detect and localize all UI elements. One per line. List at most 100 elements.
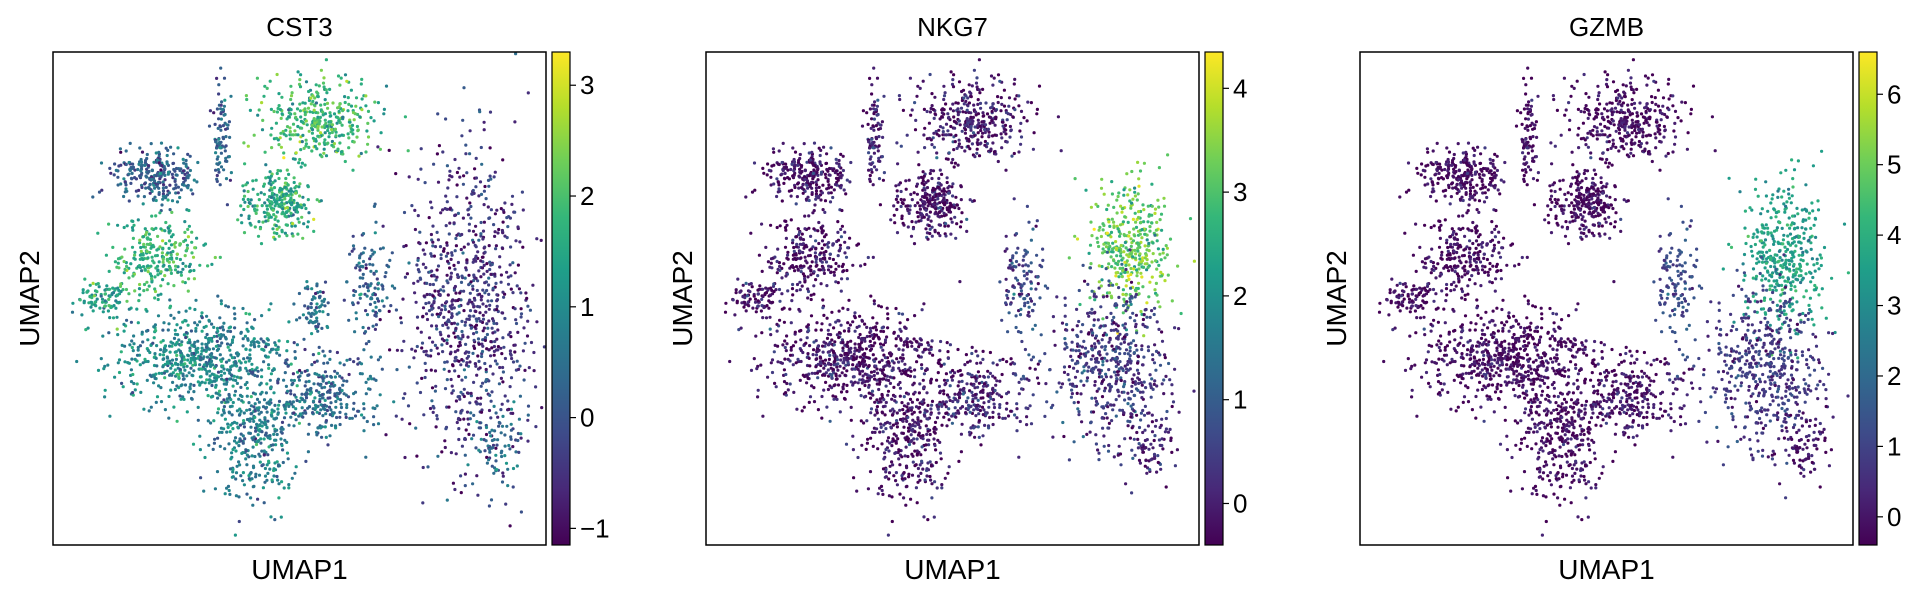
cell-point [460, 232, 464, 237]
cell-point [291, 122, 296, 126]
cell-point [819, 170, 824, 174]
cell-point [325, 101, 330, 105]
cell-point [311, 353, 315, 357]
cell-point [284, 176, 288, 181]
cell-point [971, 119, 975, 123]
cell-point [258, 227, 262, 231]
cell-point [925, 186, 930, 190]
cell-point [514, 318, 518, 322]
cell-point [433, 343, 437, 347]
cell-point [526, 418, 530, 422]
cell-point [494, 247, 498, 251]
cell-point [851, 263, 855, 267]
cell-point [307, 422, 311, 426]
cell-point [930, 143, 934, 147]
cell-point [819, 251, 823, 255]
cell-point [954, 133, 958, 137]
cell-point [285, 234, 289, 238]
cell-point [275, 193, 279, 197]
cell-point [471, 433, 476, 437]
cell-point [925, 213, 929, 217]
cell-point [184, 335, 188, 340]
cell-point [119, 282, 123, 286]
cell-point [145, 309, 149, 313]
cell-point [293, 224, 297, 228]
cell-point [500, 454, 504, 459]
cell-point [241, 422, 245, 426]
cell-point [283, 371, 287, 375]
cell-point [230, 413, 234, 417]
cell-point [865, 111, 869, 115]
cell-point [362, 407, 366, 411]
cell-point [977, 154, 982, 158]
cell-point [138, 146, 142, 150]
cell-point [977, 88, 981, 92]
cell-point [430, 399, 434, 403]
cell-point [447, 310, 451, 314]
cell-point [298, 109, 302, 113]
cell-point [348, 120, 352, 124]
cell-point [116, 175, 120, 179]
cell-point [182, 333, 186, 337]
cell-point [481, 237, 485, 241]
cell-point [253, 204, 257, 208]
cell-point [505, 424, 509, 428]
cell-point [270, 478, 274, 482]
cell-point [436, 289, 441, 293]
cell-point [136, 167, 140, 172]
cell-point [432, 254, 436, 258]
cell-point [794, 257, 798, 262]
cell-point [941, 126, 945, 130]
cell-point [296, 204, 300, 208]
cell-point [450, 312, 454, 316]
cell-point [316, 95, 320, 99]
cell-point [287, 108, 291, 112]
cell-point [322, 76, 326, 80]
cell-point [897, 94, 902, 98]
cell-point [493, 359, 498, 363]
cell-point [985, 112, 990, 116]
cell-point [287, 423, 291, 427]
cell-point [115, 327, 119, 331]
cell-point [491, 319, 496, 323]
cell-point [188, 346, 192, 350]
cell-point [150, 227, 154, 231]
cell-point [449, 305, 453, 309]
cell-point [450, 253, 454, 257]
cell-point [219, 359, 223, 363]
cell-point [814, 186, 819, 190]
cell-point [926, 237, 930, 241]
cell-point [225, 430, 229, 434]
cell-point [326, 361, 330, 365]
cell-point [233, 360, 237, 364]
cell-point [338, 361, 342, 365]
cell-point [316, 134, 320, 138]
cell-point [127, 266, 131, 270]
cell-point [440, 337, 444, 341]
cell-point [824, 161, 829, 165]
cell-point [200, 311, 204, 315]
cell-point [242, 483, 246, 487]
cell-point [228, 135, 232, 139]
cell-point [964, 94, 968, 98]
cell-point [203, 455, 207, 460]
cell-point [255, 397, 260, 401]
cell-point [821, 183, 825, 187]
cell-point [771, 284, 776, 288]
cell-point [534, 425, 538, 429]
cell-point [167, 394, 171, 399]
cell-point [483, 281, 487, 285]
cell-point [268, 378, 272, 382]
cell-point [485, 262, 489, 266]
cell-point [270, 201, 274, 205]
cell-point [963, 131, 968, 135]
cell-point [272, 409, 276, 413]
cell-point [837, 164, 841, 168]
cell-point [786, 253, 790, 257]
cell-point [964, 99, 968, 103]
cell-point [977, 58, 982, 62]
cell-point [924, 208, 928, 212]
cell-point [221, 137, 226, 141]
cell-point [104, 253, 108, 257]
cell-point [901, 221, 905, 225]
